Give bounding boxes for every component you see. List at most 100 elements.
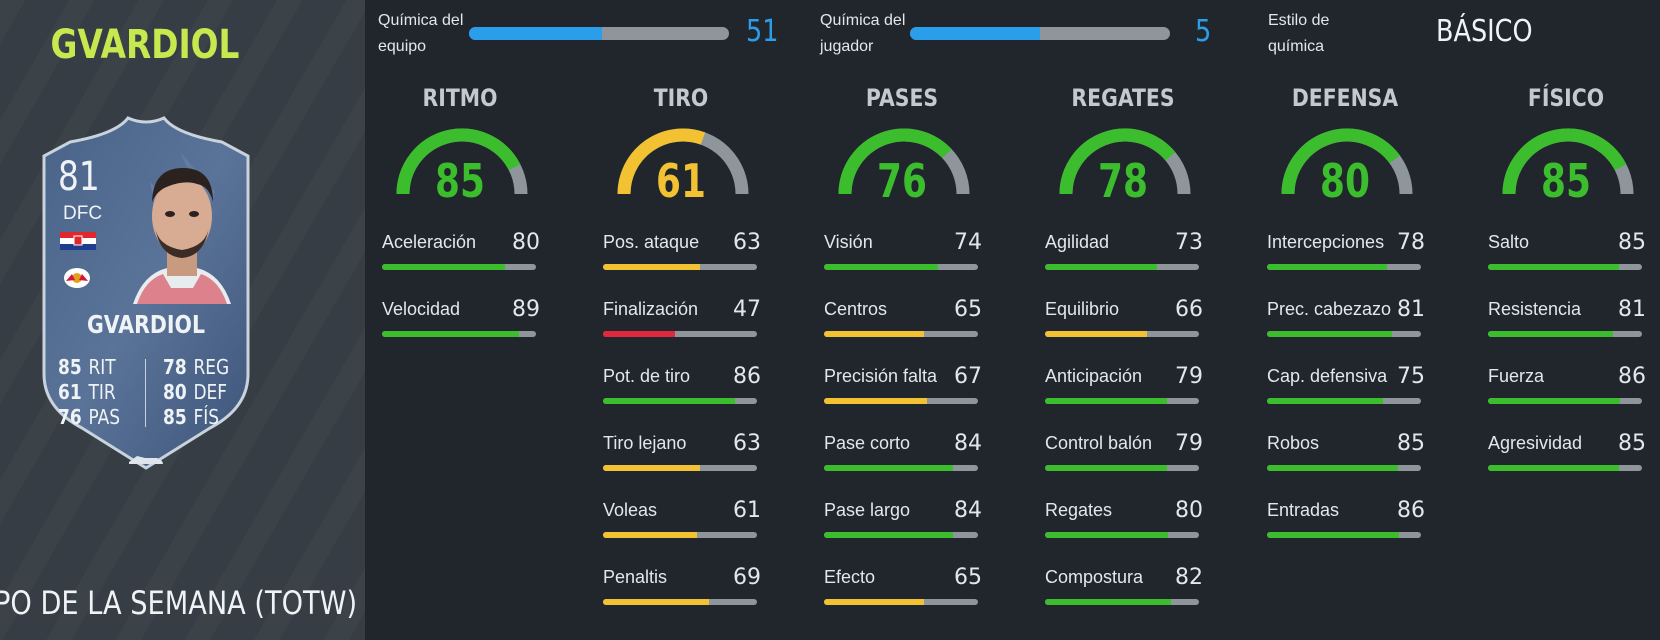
stat-value: 84 [954, 498, 982, 523]
gauge-fill [396, 128, 521, 195]
card-position: DFC [63, 203, 103, 224]
player-panel: GVARDIOL 81 DFC [0, 0, 365, 640]
stat-label: Fuerza [1488, 366, 1545, 386]
stat-bar [1488, 331, 1642, 337]
stat-control-balon: Control balón 79 [1043, 431, 1203, 473]
stat-cap-defensiva: Cap. defensiva 75 [1265, 364, 1425, 406]
stat-bar-fill [824, 331, 925, 337]
stat-value: 80 [512, 230, 540, 255]
stat-label: Cap. defensiva [1267, 366, 1388, 386]
stat-label: Precisión falta [824, 366, 938, 386]
stat-vision: Visión 74 [822, 230, 982, 272]
category-gauge [1059, 128, 1191, 195]
stat-bar-fill [1267, 264, 1388, 270]
stat-bar [1267, 264, 1421, 270]
stat-value: 67 [954, 364, 982, 389]
stat-value: 79 [1175, 364, 1203, 389]
stat-bar [1488, 264, 1642, 270]
stat-bar [603, 532, 757, 538]
stat-label: Efecto [824, 567, 876, 587]
player-chemistry-bar [910, 27, 1170, 40]
stat-aceleracion: Aceleración 80 [380, 230, 540, 272]
stat-value: 85 [1618, 230, 1646, 255]
chemistry-style-value[interactable]: BÁSICO [1436, 14, 1533, 49]
stat-bar-fill [1488, 331, 1613, 337]
stat-bar [1267, 331, 1421, 337]
stat-bar-fill [1045, 532, 1169, 538]
boot-icon [129, 456, 163, 464]
stat-pase-largo: Pase largo 84 [822, 498, 982, 540]
stat-label: Visión [824, 232, 873, 252]
stat-bar-fill [603, 264, 701, 270]
stat-pos-ataque: Pos. ataque 63 [601, 230, 761, 272]
stat-label: Agresividad [1488, 433, 1583, 453]
team-chemistry-label: Química del equipo [378, 12, 464, 55]
stat-bar [603, 398, 757, 404]
stat-value: 66 [1175, 297, 1203, 322]
stat-bar-fill [603, 465, 701, 471]
stat-label: Compostura [1045, 567, 1144, 587]
stat-entradas: Entradas 86 [1265, 498, 1425, 540]
stat-bar-fill [382, 264, 506, 270]
stat-bar [1045, 599, 1199, 605]
stat-bar-fill [824, 398, 928, 404]
stat-label: Aceleración [382, 232, 477, 252]
stat-bar [824, 331, 978, 337]
category-title: RITMO [422, 84, 498, 112]
stat-value: 84 [954, 431, 982, 456]
stat-bar [603, 331, 757, 337]
stat-bar [1267, 532, 1421, 538]
chemistry-style-label: Estilo de química [1268, 12, 1330, 55]
stat-value: 85 [1618, 431, 1646, 456]
stat-resistencia: Resistencia 81 [1486, 297, 1646, 339]
stat-velocidad: Velocidad 89 [380, 297, 540, 339]
stat-value: 86 [1618, 364, 1646, 389]
stat-bar-fill [1267, 331, 1392, 337]
card-stat-tir: 61 TIR [58, 380, 116, 404]
stat-bar-fill [1045, 331, 1147, 337]
stat-label: Control balón [1045, 433, 1153, 453]
stat-value: 47 [733, 297, 761, 322]
stat-value: 63 [733, 431, 761, 456]
category-rating: 85 [1541, 154, 1591, 208]
stat-bar-fill [603, 331, 676, 337]
stat-bar-fill [1267, 398, 1383, 404]
stat-bar-fill [824, 264, 938, 270]
stat-label: Pot. de tiro [603, 366, 691, 386]
category-rating: 80 [1320, 154, 1370, 208]
stat-value: 61 [733, 498, 761, 523]
stat-value: 89 [512, 297, 540, 322]
stat-label: Entradas [1267, 500, 1340, 520]
stat-compostura: Compostura 82 [1043, 565, 1203, 607]
stat-value: 65 [954, 297, 982, 322]
stat-penaltis: Penaltis 69 [601, 565, 761, 607]
stat-tiro-lejano: Tiro lejano 63 [601, 431, 761, 473]
stat-intercepciones: Intercepciones 78 [1265, 230, 1425, 272]
stat-value: 86 [733, 364, 761, 389]
stat-bar [824, 264, 978, 270]
category-rating: 78 [1098, 154, 1148, 208]
player-card[interactable]: 81 DFC GVARDIOL 85 RIT 61 TIR 76 P [30, 112, 262, 480]
card-type-label: IPO DE LA SEMANA (TOTW) [0, 584, 358, 622]
stat-bar [1045, 264, 1199, 270]
card-stat-rit: 85 RIT [58, 355, 116, 379]
stat-bar [603, 264, 757, 270]
stat-label: Robos [1267, 433, 1320, 453]
stat-pot-de-tiro: Pot. de tiro 86 [601, 364, 761, 406]
stat-bar-fill [1267, 532, 1400, 538]
stat-bar-fill [1045, 264, 1158, 270]
card-player-name: GVARDIOL [86, 310, 206, 339]
player-photo [133, 168, 231, 304]
stat-precision-falta: Precisión falta 67 [822, 364, 982, 406]
stat-label: Prec. cabezazo [1267, 299, 1392, 319]
stat-label: Penaltis [603, 567, 668, 587]
stat-bar [1267, 398, 1421, 404]
stat-bar [1488, 398, 1642, 404]
stat-salto: Salto 85 [1486, 230, 1646, 272]
stat-label: Equilibrio [1045, 299, 1120, 319]
stat-bar [1045, 465, 1199, 471]
stat-bar-fill [1488, 465, 1619, 471]
gauge-fill [1502, 128, 1627, 195]
category-gauge [1281, 128, 1413, 195]
team-chemistry-bar [469, 27, 729, 40]
